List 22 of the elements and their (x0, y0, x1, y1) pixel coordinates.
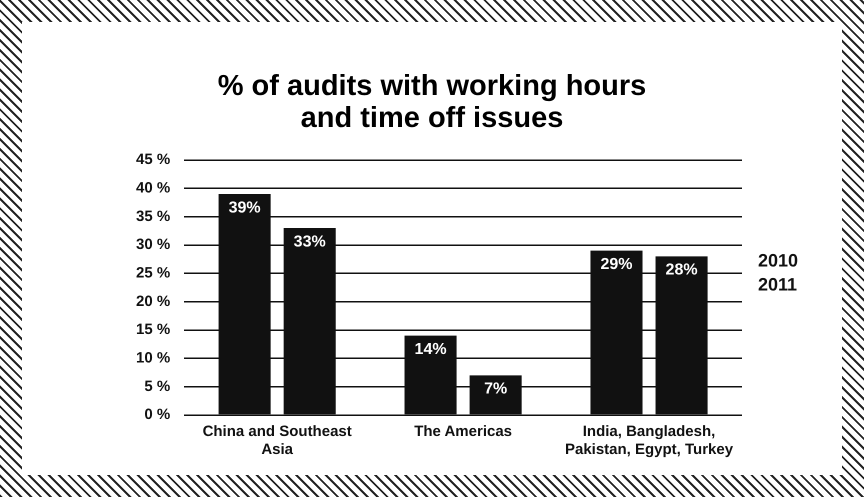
y-tick-label: 30 % (136, 236, 170, 254)
data-label: 7% (484, 380, 508, 398)
x-tick-label: The Americas (414, 423, 512, 440)
y-tick-label: 40 % (136, 179, 170, 196)
data-label: 29% (600, 256, 633, 274)
y-tick-label: 20 % (136, 292, 170, 310)
data-label: 14% (414, 341, 447, 358)
y-tick-label: 0 % (144, 406, 170, 424)
chart-title: % of audits with working hours and time off issues (216, 70, 648, 134)
x-tick-label: China and Southeast Asia (202, 423, 352, 458)
y-tick-label: 10 % (136, 349, 170, 366)
x-tick-label: India, Bangladesh, Pakistan, Egypt, Turkey (564, 423, 734, 458)
y-tick-label: 45 % (136, 151, 170, 168)
text: 2011 (758, 274, 798, 294)
data-label: 33% (294, 233, 326, 250)
y-tick-label: 15 % (136, 321, 170, 338)
y-tick-label: 25 % (136, 264, 170, 282)
text: 2010 (758, 250, 798, 270)
y-tick-label: 5 % (144, 378, 170, 395)
y-tick-label: 35 % (136, 208, 170, 225)
data-label: 39% (228, 199, 261, 216)
data-label: 28% (666, 262, 698, 279)
